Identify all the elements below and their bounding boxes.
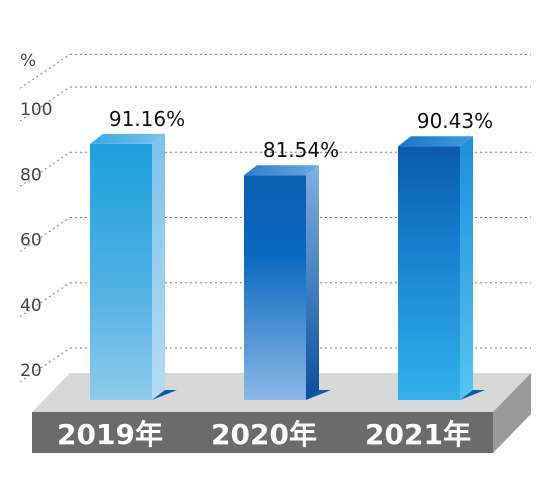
base-front: [32, 412, 493, 453]
category-labels: 2019年 2020年 2021年: [57, 418, 471, 451]
grid-diagonal: [19, 347, 71, 383]
bar-side: [306, 165, 319, 400]
bar-side: [152, 133, 165, 400]
value-label: 90.43%: [417, 109, 493, 133]
grid-diagonal: [19, 151, 71, 187]
y-axis: % 20 40 60 80 100: [20, 51, 52, 381]
y-tick-label: 80: [20, 165, 42, 185]
grid-diagonal: [19, 53, 71, 89]
y-tick-label: 100: [20, 100, 52, 120]
y-tick-label: 20: [20, 361, 42, 381]
bar: [244, 165, 331, 400]
value-label: 81.54%: [263, 138, 339, 162]
bars: [90, 133, 485, 401]
grid-diagonal: [19, 282, 71, 318]
bar-top: [90, 133, 165, 144]
bar-top: [244, 165, 319, 176]
y-tick-label: 40: [20, 296, 42, 316]
value-label: 91.16%: [109, 107, 185, 131]
y-unit-label: %: [20, 51, 36, 71]
value-labels: 91.16% 81.54% 90.43%: [109, 107, 493, 162]
bar-front: [398, 146, 460, 400]
y-tick-label: 60: [20, 231, 42, 251]
bar-top: [398, 136, 473, 147]
bar-front: [90, 143, 152, 400]
grid-diagonal: [19, 86, 71, 122]
bar-front: [244, 175, 306, 400]
bar: [90, 133, 177, 400]
category-label: 2019年: [57, 418, 163, 451]
base-side: [493, 373, 531, 453]
bar: [398, 136, 485, 401]
bar-side: [460, 136, 473, 401]
grid-diagonal: [19, 217, 71, 252]
category-label: 2021年: [365, 418, 471, 451]
category-label: 2020年: [211, 418, 317, 451]
